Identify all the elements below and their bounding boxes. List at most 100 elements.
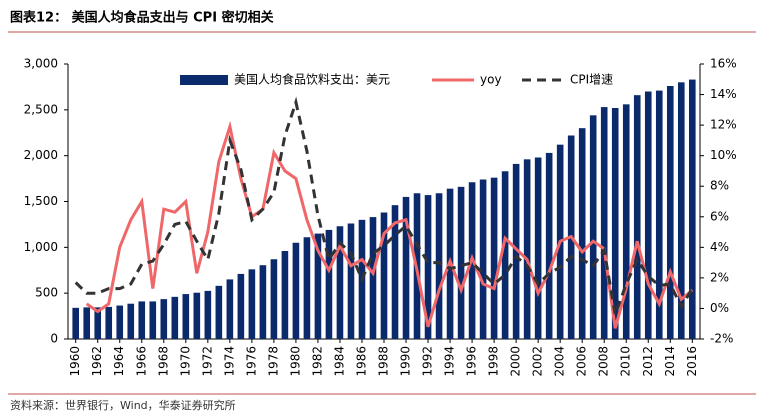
bar (402, 196, 410, 339)
bar (677, 82, 685, 339)
x-tick-label: 1960 (68, 346, 82, 377)
y-tick-label: 3,000 (24, 57, 58, 71)
x-tick-label: 1992 (421, 346, 435, 377)
bar (182, 294, 190, 339)
bar (336, 226, 344, 339)
bar (435, 193, 443, 339)
x-tick-label: 2014 (663, 346, 677, 377)
y-tick-label: 1,000 (24, 240, 58, 254)
y2-tick-label: 2% (710, 270, 729, 284)
y2-tick-label: 16% (710, 57, 737, 71)
x-tick-label: 2012 (641, 346, 655, 377)
bar (578, 128, 586, 339)
x-tick-label: 1982 (310, 346, 324, 377)
bar (424, 195, 432, 339)
x-tick-label: 2016 (685, 346, 699, 377)
bar (83, 307, 91, 339)
bar (688, 79, 696, 339)
bar (457, 186, 465, 339)
line-series (74, 96, 694, 321)
x-tick-label: 1970 (178, 346, 192, 377)
legend-label: CPI增速 (570, 73, 613, 87)
x-tick-label: 1964 (112, 346, 126, 377)
bar (94, 307, 102, 339)
bar (171, 296, 179, 339)
y2-tick-label: -2% (710, 332, 733, 346)
bar (292, 242, 300, 339)
x-tick-label: 1976 (244, 346, 258, 377)
bar (204, 290, 212, 339)
legend-label: 美国人均食品饮料支出：美元 (234, 72, 390, 87)
y-tick-label: 0 (50, 332, 58, 346)
y-tick-label: 500 (35, 286, 58, 300)
bar (589, 115, 597, 339)
bar (490, 177, 498, 339)
x-tick-label: 1980 (288, 346, 302, 377)
bar (270, 259, 278, 339)
x-tick-label: 1984 (332, 346, 346, 377)
y2-tick-label: 10% (710, 148, 737, 162)
bar (644, 91, 652, 339)
x-tick-label: 1998 (487, 346, 501, 377)
bar (193, 292, 201, 339)
source: 资料来源：世界银行，Wind，华泰证券研究所 (10, 398, 236, 412)
bar (600, 107, 608, 339)
y2-tick-label: 6% (710, 209, 729, 223)
x-tick-label: 1968 (156, 346, 170, 377)
x-tick-label: 2006 (575, 346, 589, 377)
bar (633, 95, 641, 340)
x-tick-label: 1996 (465, 346, 479, 377)
y2-tick-label: 14% (710, 87, 737, 101)
bar (545, 152, 553, 339)
legend-swatch (180, 75, 228, 85)
bar (479, 179, 487, 339)
y2-tick-label: 12% (710, 118, 737, 132)
line-series (85, 120, 694, 329)
bar (655, 90, 663, 339)
bar (226, 279, 234, 339)
bar (512, 163, 520, 339)
x-tick-label: 2002 (531, 346, 545, 377)
x-tick-label: 1966 (134, 346, 148, 377)
x-tick-label: 1990 (399, 346, 413, 377)
y-tick-label: 2,500 (24, 102, 58, 116)
bar (105, 306, 113, 339)
bar (347, 223, 355, 339)
y-tick-label: 2,000 (24, 148, 58, 162)
x-tick-label: 1986 (354, 346, 368, 377)
y2-tick-label: 8% (710, 179, 729, 193)
bar (523, 159, 531, 339)
chart-title: 图表12： 美国人均食品支出与 CPI 密切相关 (10, 10, 274, 26)
bar (391, 205, 399, 339)
bar (325, 229, 333, 339)
bar (237, 273, 245, 339)
bar (259, 265, 267, 339)
x-tick-label: 2008 (597, 346, 611, 377)
y-tick-label: 1,500 (24, 194, 58, 208)
x-tick-label: 1988 (377, 346, 391, 377)
y2-tick-label: 4% (710, 240, 729, 254)
x-tick-label: 1972 (200, 346, 214, 377)
legend-label: yoy (480, 73, 502, 87)
bar (138, 301, 146, 339)
bar (72, 307, 80, 339)
x-tick-label: 1962 (90, 346, 104, 377)
x-tick-label: 2010 (619, 346, 633, 377)
bar (622, 104, 630, 339)
bar (281, 251, 289, 339)
bar (501, 171, 509, 339)
x-tick-label: 1994 (443, 346, 457, 377)
bar (369, 217, 377, 339)
bar (666, 86, 674, 339)
bar (215, 285, 223, 339)
bar (380, 212, 388, 339)
x-tick-label: 1978 (266, 346, 280, 377)
x-tick-label: 2000 (509, 346, 523, 377)
bar (314, 233, 322, 339)
y2-tick-label: 0% (710, 301, 729, 315)
bar (116, 305, 124, 339)
bar (303, 237, 311, 339)
bar (127, 303, 135, 339)
bar (534, 157, 542, 339)
